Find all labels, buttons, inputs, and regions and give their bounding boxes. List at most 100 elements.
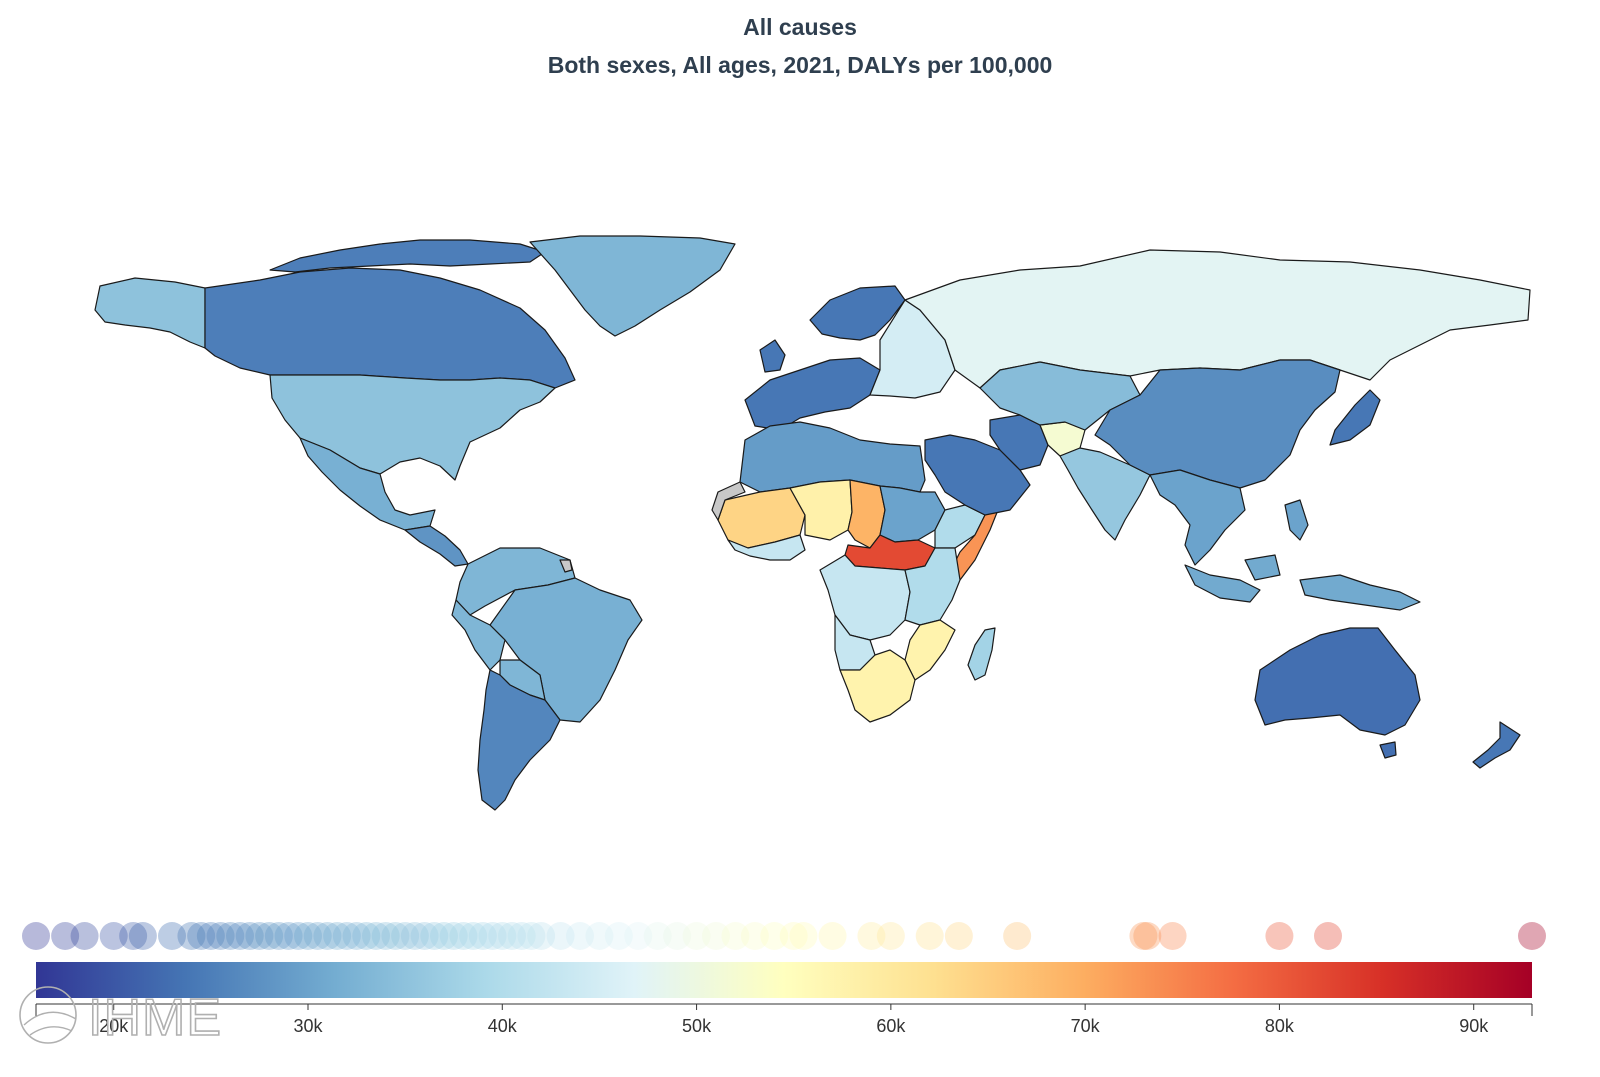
- distribution-dot[interactable]: [439, 922, 468, 950]
- distribution-dot[interactable]: [498, 922, 526, 950]
- region-uk[interactable]: [759, 339, 786, 373]
- region-united-states[interactable]: [269, 374, 556, 481]
- region-suriname[interactable]: [559, 559, 573, 573]
- distribution-dot[interactable]: [566, 922, 594, 950]
- distribution-dot[interactable]: [362, 922, 390, 950]
- distribution-dot[interactable]: [226, 922, 254, 950]
- distribution-dot[interactable]: [1158, 922, 1187, 950]
- distribution-dot[interactable]: [264, 922, 293, 950]
- distribution-dot[interactable]: [1003, 922, 1032, 950]
- distribution-dot[interactable]: [740, 922, 769, 950]
- region-brazil[interactable]: [489, 577, 643, 723]
- distribution-dot[interactable]: [196, 922, 225, 950]
- distribution-dot[interactable]: [546, 922, 575, 950]
- region-west-africa-coast[interactable]: [727, 534, 806, 561]
- region-east-africa[interactable]: [904, 547, 961, 626]
- region-indonesia[interactable]: [1184, 554, 1421, 611]
- distribution-dot[interactable]: [245, 922, 274, 950]
- region-mozambique[interactable]: [904, 619, 956, 681]
- distribution-dot[interactable]: [381, 922, 410, 950]
- distribution-dot[interactable]: [22, 922, 50, 950]
- distribution-dot[interactable]: [857, 922, 886, 950]
- distribution-dot[interactable]: [624, 922, 653, 950]
- distribution-dot[interactable]: [284, 922, 313, 950]
- distribution-dot[interactable]: [702, 922, 730, 950]
- distribution-dot[interactable]: [1265, 922, 1294, 950]
- region-china[interactable]: [1094, 359, 1341, 489]
- distribution-dot[interactable]: [478, 922, 507, 950]
- distribution-dot[interactable]: [527, 922, 556, 950]
- distribution-dot[interactable]: [119, 922, 148, 950]
- distribution-dot[interactable]: [332, 922, 361, 950]
- distribution-dot[interactable]: [468, 922, 497, 950]
- distribution-dot[interactable]: [177, 922, 206, 950]
- region-southeast-asia[interactable]: [1149, 469, 1246, 566]
- distribution-dot[interactable]: [789, 922, 818, 950]
- distribution-dot[interactable]: [604, 922, 633, 950]
- region-mexico[interactable]: [299, 437, 436, 531]
- color-legend[interactable]: 20k 30k 40k 50k 60k 70k 80k 90k: [0, 920, 1600, 1060]
- distribution-dot[interactable]: [944, 922, 973, 950]
- distribution-dot[interactable]: [216, 922, 245, 950]
- distribution-dot[interactable]: [391, 922, 420, 950]
- region-scandinavia[interactable]: [809, 285, 906, 341]
- distribution-dot[interactable]: [371, 922, 400, 950]
- region-india[interactable]: [1059, 447, 1151, 541]
- distribution-dot[interactable]: [158, 922, 186, 950]
- distribution-dot[interactable]: [274, 922, 303, 950]
- distribution-dot[interactable]: [1314, 922, 1342, 950]
- distribution-dot[interactable]: [1129, 922, 1158, 950]
- distribution-dot[interactable]: [420, 922, 449, 950]
- distribution-dot[interactable]: [206, 922, 235, 950]
- region-southern-africa[interactable]: [839, 649, 916, 723]
- region-middle-east[interactable]: [924, 434, 1031, 516]
- region-russia[interactable]: [904, 249, 1531, 389]
- distribution-dot[interactable]: [876, 922, 905, 950]
- distribution-dot[interactable]: [1518, 922, 1546, 950]
- distribution-dot[interactable]: [779, 922, 808, 950]
- distribution-dot[interactable]: [51, 922, 80, 950]
- distribution-dot[interactable]: [128, 922, 157, 950]
- region-japan[interactable]: [1329, 389, 1381, 446]
- distribution-dot[interactable]: [643, 922, 672, 950]
- region-western-sahara[interactable]: [711, 481, 746, 521]
- distribution-dot[interactable]: [99, 922, 128, 950]
- distribution-dot[interactable]: [430, 922, 458, 950]
- distribution-dot[interactable]: [352, 922, 381, 950]
- region-philippines[interactable]: [1284, 499, 1309, 541]
- distribution-dot[interactable]: [313, 922, 342, 950]
- region-argentina-chile[interactable]: [477, 669, 561, 811]
- distribution-dot[interactable]: [517, 922, 546, 950]
- distribution-dot[interactable]: [682, 922, 711, 950]
- distribution-dot[interactable]: [449, 922, 478, 950]
- distribution-dot[interactable]: [760, 922, 789, 950]
- distribution-dot[interactable]: [70, 922, 99, 950]
- region-canada[interactable]: [204, 267, 576, 389]
- region-tasmania[interactable]: [1379, 741, 1397, 759]
- region-australia[interactable]: [1254, 627, 1421, 736]
- distribution-dot[interactable]: [507, 922, 536, 950]
- region-alaska[interactable]: [94, 277, 206, 349]
- distribution-dot[interactable]: [342, 922, 371, 950]
- distribution-dot[interactable]: [255, 922, 284, 950]
- distribution-dot[interactable]: [294, 922, 322, 950]
- region-greenland[interactable]: [529, 235, 736, 337]
- distribution-dot[interactable]: [488, 922, 517, 950]
- region-canada-islands[interactable]: [269, 239, 546, 273]
- distribution-dot[interactable]: [323, 922, 352, 950]
- distribution-dot[interactable]: [187, 922, 216, 950]
- distribution-dot[interactable]: [663, 922, 692, 950]
- distribution-dot[interactable]: [459, 922, 488, 950]
- world-map[interactable]: [0, 230, 1600, 830]
- distribution-dot[interactable]: [818, 922, 847, 950]
- region-new-zealand[interactable]: [1472, 721, 1521, 769]
- distribution-dot[interactable]: [400, 922, 429, 950]
- distribution-dot[interactable]: [585, 922, 614, 950]
- distribution-dot[interactable]: [235, 922, 264, 950]
- region-andes[interactable]: [451, 599, 506, 671]
- region-central-america[interactable]: [404, 525, 469, 567]
- distribution-dot[interactable]: [721, 922, 750, 950]
- distribution-dot[interactable]: [1133, 922, 1162, 950]
- distribution-dot[interactable]: [915, 922, 944, 950]
- distribution-dot[interactable]: [410, 922, 439, 950]
